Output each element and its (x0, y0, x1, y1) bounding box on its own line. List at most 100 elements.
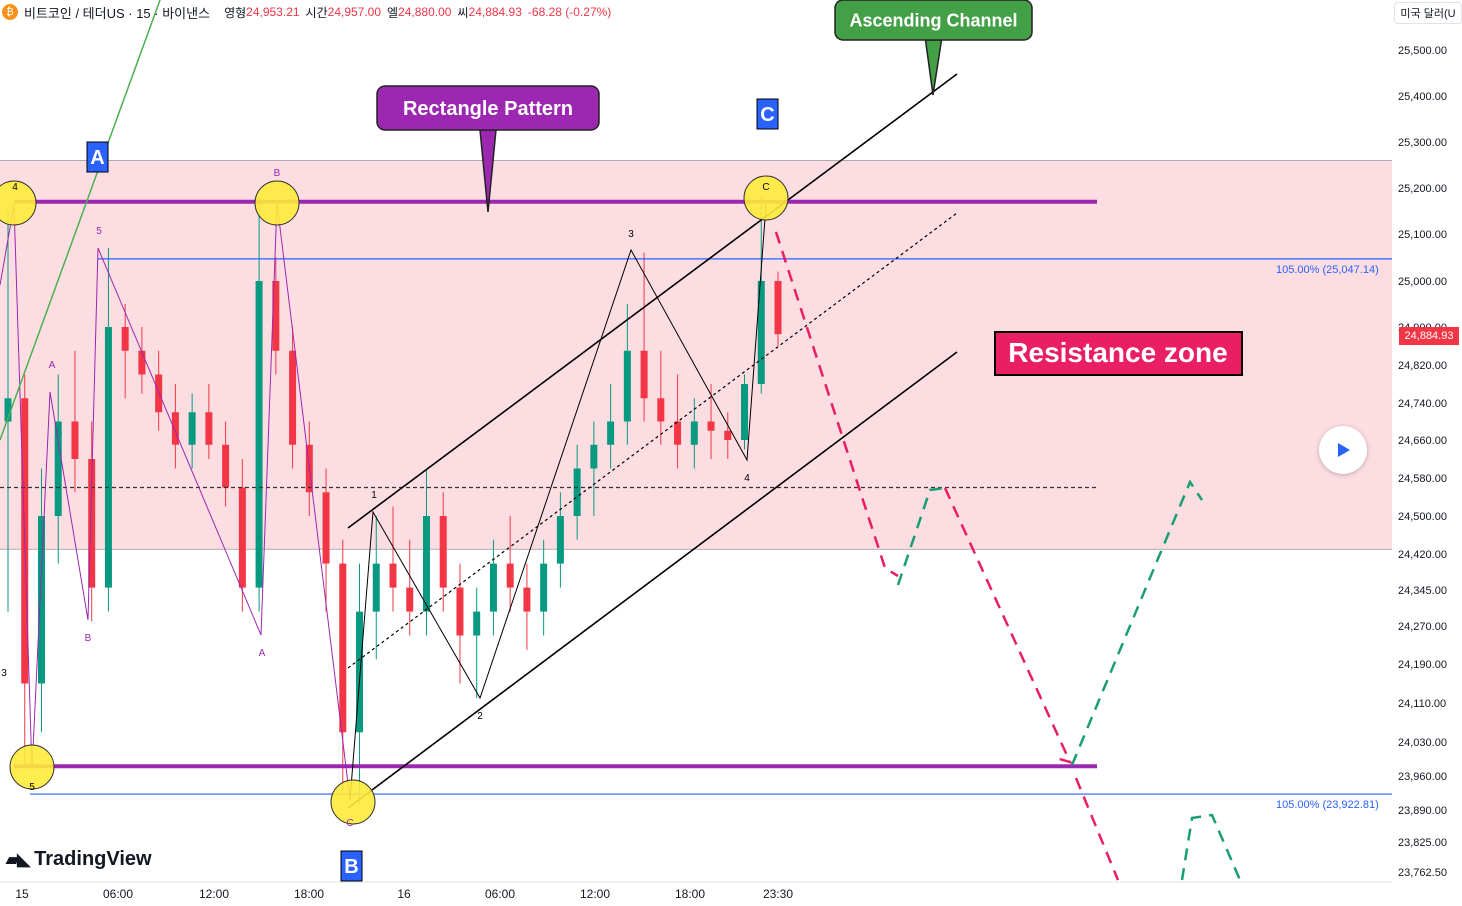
candle (21, 374, 29, 767)
wave-label: 3 (628, 229, 634, 240)
candle-body (640, 350, 648, 399)
candle (222, 421, 230, 507)
price-tick-label: 24,110.00 (1398, 698, 1446, 710)
candle (322, 468, 330, 612)
channel-lower-line (347, 351, 958, 809)
wave-c-box-text: C (760, 104, 774, 126)
candle (707, 384, 715, 459)
currency-button[interactable]: 미국 달러(U (1394, 2, 1462, 24)
candle (657, 350, 665, 445)
candle-body (88, 459, 96, 588)
candle-body (523, 587, 531, 612)
candle-body (456, 587, 464, 636)
wave-label: A (49, 360, 56, 371)
last-price-tag: 24,884.93 (1399, 327, 1459, 345)
candle-body (37, 516, 45, 684)
candle (272, 257, 280, 375)
candle-body (104, 327, 112, 588)
candle (339, 539, 347, 796)
price-tick-label: 24,740.00 (1398, 398, 1447, 410)
symbol-header: ₿ 비트코인 / 테더US · 15 · 바이낸스 영형 24,953.21 시간… (0, 0, 611, 24)
open-value: 24,953.21 (246, 5, 300, 19)
price-tick-label: 25,100.00 (1398, 229, 1447, 241)
tradingview-logo[interactable]: ▰◣ TradingView (6, 848, 152, 871)
candle (690, 398, 698, 469)
wave-a-box-bg (86, 141, 109, 173)
candle (188, 393, 196, 469)
price-tick-label: 25,500.00 (1398, 45, 1447, 57)
low-value: 24,880.00 (398, 5, 452, 19)
wave-label: B (274, 168, 281, 179)
candle (422, 468, 430, 636)
candle-body (422, 516, 430, 612)
candle-body (707, 421, 715, 431)
pivot-circle (743, 175, 789, 221)
wave-label: 5 (29, 782, 35, 793)
candle (104, 248, 112, 612)
candle (238, 459, 246, 612)
candle (556, 492, 564, 588)
rectangle-pattern-callout-box (376, 85, 600, 131)
price-tick-label: 24,345.00 (1398, 585, 1447, 597)
rectangle-pattern-callout: Rectangle Pattern (376, 85, 600, 213)
wave-b-box-bg (340, 850, 363, 882)
play-icon (1338, 443, 1350, 457)
logo-text: TradingView (34, 848, 152, 870)
candle (489, 539, 497, 636)
candle-body (741, 384, 749, 440)
close-label: 씨 (457, 5, 469, 20)
candle-body (389, 563, 397, 588)
candle (540, 539, 548, 636)
wave-label: 1 (371, 490, 377, 501)
bitcoin-icon: ₿ (2, 4, 18, 20)
candle-body (138, 350, 146, 375)
elliott-wave-path-left (0, 202, 351, 801)
wave-b-box-text: B (344, 856, 358, 878)
time-axis[interactable]: 15 06:00 12:00 18:00 16 06:00 12:00 18:00 23:30 (0, 881, 1392, 901)
wave-label: B (85, 633, 92, 644)
play-button[interactable] (1319, 426, 1367, 474)
symbol-name[interactable]: 비트코인 / 테더US · 15 · 바이낸스 (24, 5, 211, 21)
price-axis[interactable]: 25,500.00 25,400.00 25,300.00 25,200.00 25,1… (1392, 0, 1462, 882)
projected-drop-1 (774, 231, 899, 578)
tradingview-icon: ▰◣ (6, 849, 30, 869)
candle-body (556, 516, 564, 564)
wave-label: C (762, 182, 769, 193)
projected-drop-2 (943, 487, 1073, 764)
candle-body (540, 563, 548, 612)
candle-body (439, 516, 447, 588)
wave-label: 5 (96, 226, 102, 237)
candle-body (657, 398, 665, 422)
pivot-circle (0, 180, 37, 226)
candle-body (590, 444, 598, 469)
candle (121, 304, 129, 399)
change-value: -68.28 (-0.27%) (527, 5, 612, 19)
price-tick-label: 23,762.50 (1398, 867, 1447, 879)
candle-body (489, 563, 497, 612)
candle-body (222, 444, 230, 488)
price-tick-label: 24,190.00 (1398, 659, 1447, 671)
fib-level-label: 105.00% (25,047.14) (1276, 264, 1379, 276)
ascending-channel-callout: Ascending Channel (834, 0, 1033, 96)
ascending-channel-callout-text: Ascending Channel (849, 10, 1017, 30)
price-tick-label: 24,580.00 (1398, 473, 1447, 485)
candle-body (272, 281, 280, 351)
candle (456, 563, 464, 684)
open-label: 영형 (224, 5, 247, 20)
wave-b-box: B (340, 850, 363, 882)
projected-bounce-1 (896, 486, 946, 586)
channel-mid-line (347, 212, 958, 669)
resistance-zone-text: Resistance zone (1008, 337, 1227, 368)
time-tick-label: 18:00 (675, 887, 705, 901)
candle-body (255, 281, 263, 588)
candle (774, 271, 782, 346)
green-trend-line (0, 0, 161, 441)
price-axis-bg (1392, 0, 1462, 882)
fib-level-label: 105.00% (23,922.81) (1276, 799, 1379, 811)
time-tick-label: 12:00 (580, 887, 610, 901)
high-value: 24,957.00 (327, 5, 382, 19)
price-tick-label: 25,300.00 (1398, 137, 1447, 149)
candle (757, 197, 765, 394)
candle-body (757, 281, 765, 384)
